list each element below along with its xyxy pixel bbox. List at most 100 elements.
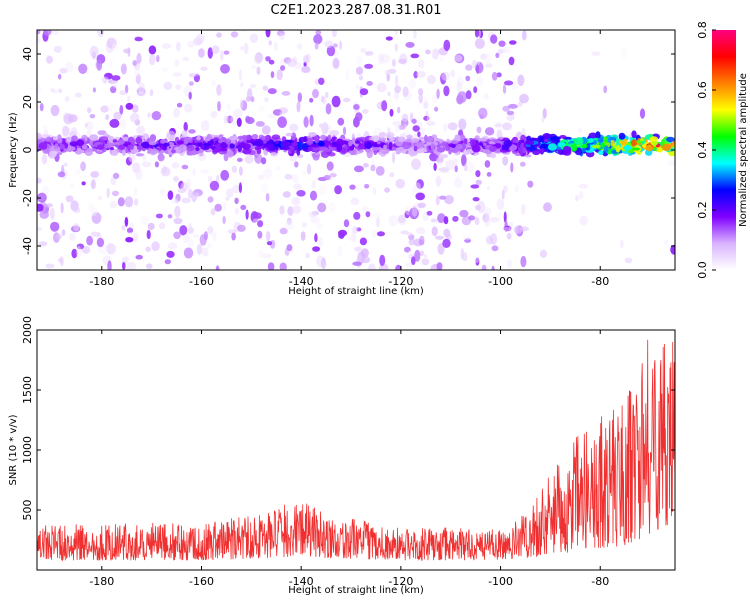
heatmap-cell [430,218,437,223]
heatmap-cell [188,73,196,78]
heatmap-cell [436,147,446,153]
heatmap-cell [337,117,345,126]
heatmap-cell [135,136,143,144]
heatmap-cell [141,215,150,226]
heatmap-cell [632,147,641,151]
heatmap-cell [506,232,512,240]
heatmap-cell [430,50,436,56]
heatmap-cell [540,143,549,149]
heatmap-cell [286,58,297,68]
heatmap-cell [108,59,114,69]
heatmap-cell [312,246,321,252]
x-tick-label: -100 [488,275,513,288]
heatmap-cell [443,85,450,97]
heatmap-cell [360,47,367,54]
heatmap-cell [135,73,141,85]
heatmap-cell [99,76,109,82]
heatmap-cell [324,148,332,152]
heatmap-cell [160,166,171,177]
heatmap-cell [427,136,434,143]
heatmap-cell [332,30,337,38]
heatmap-cell [66,136,72,142]
heatmap-cell [142,133,149,140]
heatmap-cell [465,64,473,71]
heatmap-cell [328,202,336,213]
heatmap-cell [389,172,395,178]
heatmap-cell [473,86,478,94]
heatmap-cell [50,30,60,36]
y-tick-label: 20 [21,95,34,109]
heatmap-cell [74,92,82,98]
heatmap-cell [44,203,54,208]
heatmap-cell [367,263,376,270]
heatmap-cell [364,184,370,189]
heatmap-cell [257,230,263,239]
heatmap-cell [140,141,150,149]
heatmap-cell [503,140,512,148]
heatmap-cell [361,256,371,264]
x-tick-label: -160 [189,275,214,288]
y-tick-label: 0 [21,147,34,154]
heatmap-cell [542,108,547,119]
heatmap-cell [207,243,212,249]
heatmap-cell [294,161,299,168]
heatmap-cell [176,41,181,52]
heatmap-cell [239,46,245,51]
heatmap-cell [392,120,401,126]
heatmap-cell [401,113,409,122]
heatmap-cell [342,126,347,136]
heatmap-cell [342,97,351,103]
heatmap-cell [353,165,364,173]
heatmap-cell [438,167,449,173]
heatmap-cell [364,63,374,69]
heatmap-cell [89,134,99,141]
heatmap-cell [318,185,327,196]
heatmap-cell [521,204,526,215]
heatmap-cell [615,137,620,145]
heatmap-cell [64,62,74,73]
x-tick-label: -160 [189,575,214,588]
spectrogram-y-label: Frequency (Hz) [8,112,19,188]
heatmap-cell [257,174,265,181]
heatmap-cell [156,55,160,63]
heatmap-cell [490,152,496,159]
heatmap-cell [251,134,259,139]
heatmap-cell [297,92,302,103]
x-tick-label: -180 [89,575,114,588]
heatmap-cell [270,152,278,156]
heatmap-cell [442,238,451,248]
heatmap-cell [65,195,74,203]
heatmap-cell [392,58,396,67]
heatmap-cell [59,68,68,74]
heatmap-cell [96,59,103,71]
heatmap-cell [410,53,420,59]
x-tick-label: -120 [388,575,413,588]
heatmap-cell [475,204,481,211]
heatmap-cell [431,226,438,237]
heatmap-cell [210,208,216,216]
heatmap-cell [268,147,276,151]
heatmap-cell [61,229,66,236]
heatmap-cell [577,128,583,133]
heatmap-cell [267,262,275,270]
heatmap-cell [519,226,529,232]
heatmap-cell [134,36,143,42]
heatmap-cell [63,162,68,167]
heatmap-cell [543,202,552,212]
heatmap-cell [388,141,393,150]
heatmap-cell [38,241,48,247]
snr-series-line [36,339,676,562]
heatmap-cell [379,254,386,267]
heatmap-cell [371,212,382,218]
heatmap-cell [343,219,350,228]
heatmap-cell [305,252,310,259]
heatmap-cell [265,30,271,38]
heatmap-cell [236,117,242,128]
heatmap-cell [281,141,291,147]
heatmap-cell [99,136,109,141]
heatmap-cell [281,91,291,96]
heatmap-cell [415,192,426,201]
heatmap-cell [489,216,500,223]
heatmap-cell [306,163,312,175]
heatmap-cell [71,248,78,259]
